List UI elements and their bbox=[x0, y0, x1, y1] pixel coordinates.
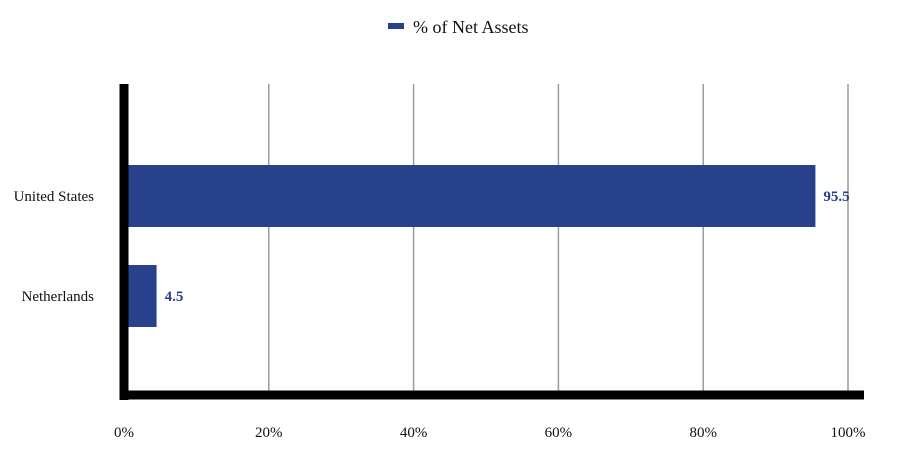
x-tick-label: 0% bbox=[114, 425, 134, 441]
bar bbox=[128, 165, 816, 227]
data-label: 95.5 bbox=[823, 189, 849, 205]
data-label: 4.5 bbox=[165, 289, 184, 305]
x-tick-label: 100% bbox=[831, 425, 866, 441]
x-tick-label: 20% bbox=[255, 425, 283, 441]
x-tick-label: 60% bbox=[545, 425, 573, 441]
axes bbox=[119, 84, 864, 400]
x-tick-label: 80% bbox=[689, 425, 717, 441]
labels: 95.5 United States 4.5 Netherlands 0% 20% 40% 6… bbox=[14, 189, 866, 441]
category-label: Netherlands bbox=[22, 289, 95, 305]
legend-swatch bbox=[388, 23, 404, 29]
legend: % of Net Assets bbox=[388, 17, 529, 37]
gridlines bbox=[268, 84, 849, 394]
bar bbox=[128, 265, 157, 327]
category-label: United States bbox=[14, 189, 95, 205]
x-tick-label: 40% bbox=[400, 425, 428, 441]
legend-label: % of Net Assets bbox=[413, 17, 529, 37]
bars bbox=[128, 165, 816, 327]
